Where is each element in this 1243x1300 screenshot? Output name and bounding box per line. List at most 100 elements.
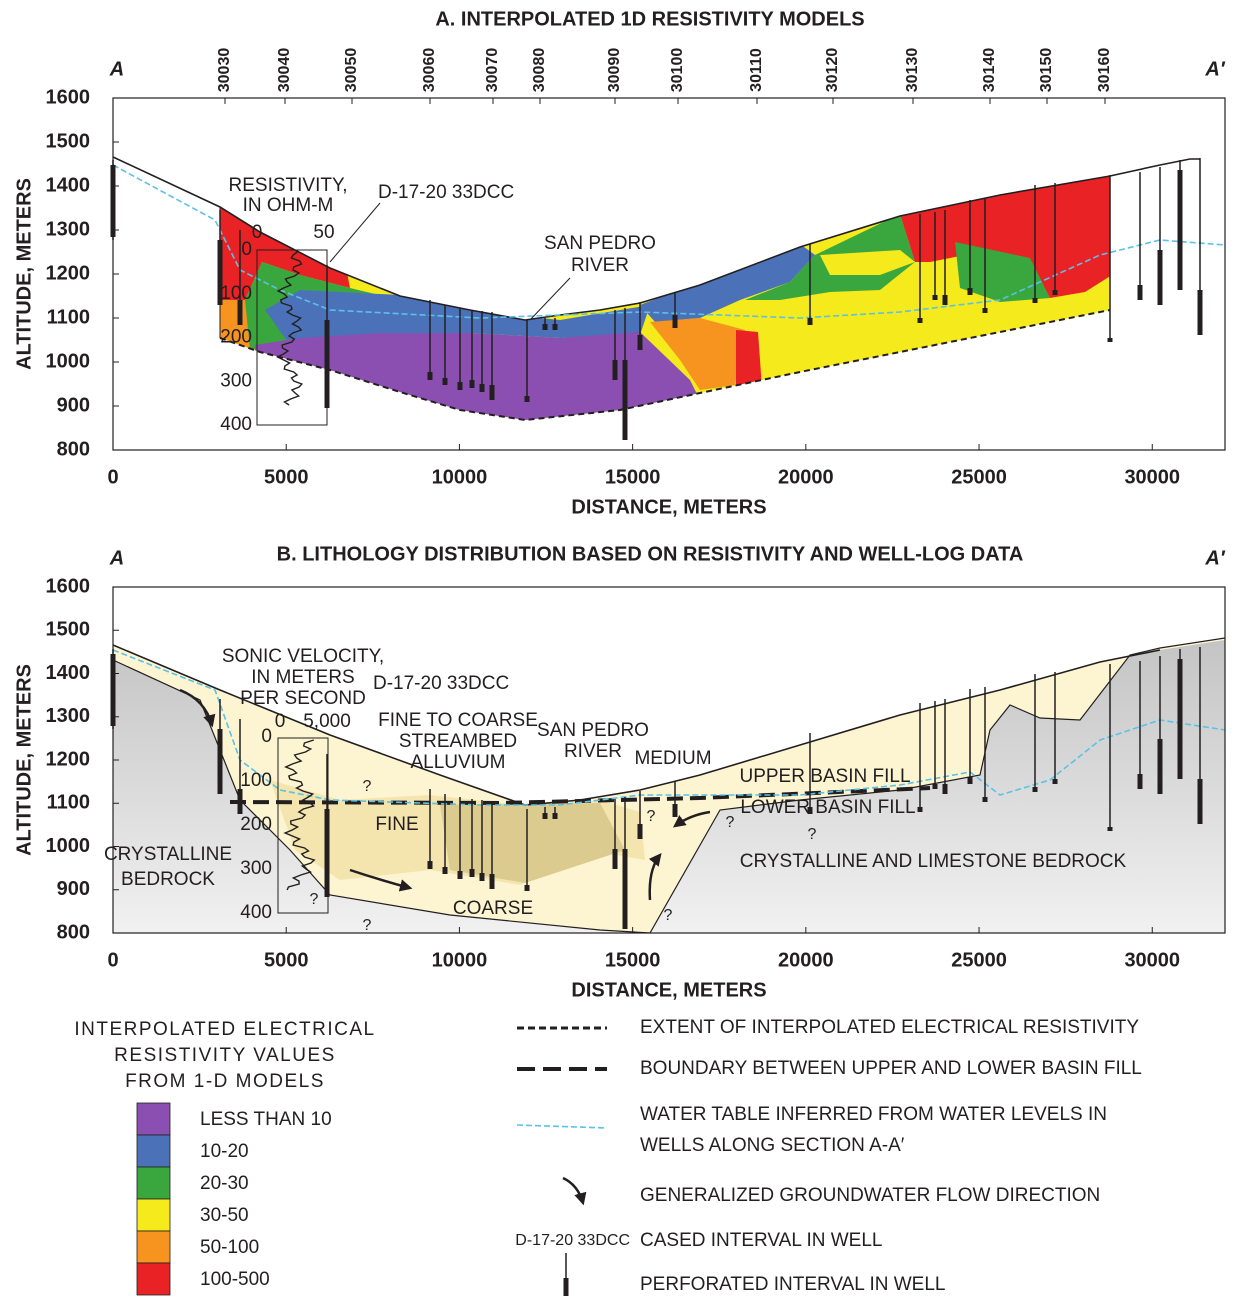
x-axis-label: DISTANCE, METERS [571,496,766,518]
y-tick-label: 1400 [46,174,91,196]
y-tick-label: 1200 [46,748,91,770]
annotation: PER SECOND [240,688,366,709]
y-tick-label: 1300 [46,218,91,240]
y-tick-label: 1200 [46,262,91,284]
legend-swatch [137,1135,170,1167]
station-label: 30110 [748,48,765,92]
flow-arrow [563,1178,583,1203]
y-tick-label: 1500 [46,619,91,641]
question-mark: ? [647,808,656,825]
inset-depth-label: 200 [240,814,272,835]
inset-tick-label: 5,000 [303,711,351,732]
annotation: SONIC VELOCITY, [222,646,384,667]
annotation: COARSE [453,898,533,919]
station-label: 30130 [904,48,921,93]
y-tick-label: 900 [57,394,90,416]
inset-tick-label: 0 [275,711,286,732]
annotation: ALLUVIUM [410,752,505,773]
station-label: 30150 [1038,48,1055,93]
legend-title: INTERPOLATED ELECTRICAL [74,1019,375,1040]
station-label: 30160 [1096,48,1113,93]
y-tick-label: 1000 [46,835,91,857]
x-tick-label: 15000 [605,466,661,488]
x-tick-label: 0 [107,949,118,971]
y-axis-label: ALTITUDE, METERS [13,664,35,856]
x-tick-label: 10000 [432,466,488,488]
x-tick-label: 25000 [951,466,1007,488]
drawing: A. INTERPOLATED 1D RESISTIVITY MODELS 300… [13,8,1226,1296]
inset-depth-label: 100 [220,283,252,304]
annotation: LOWER BASIN FILL [740,797,915,818]
annotation: STREAMBED [399,731,517,752]
annotation: D-17-20 33DCC [373,673,509,694]
legend-symbol [517,1125,607,1128]
question-mark: ? [310,891,319,908]
legend-label: 50-100 [200,1237,259,1258]
legend-label: GENERALIZED GROUNDWATER FLOW DIRECTION [640,1185,1100,1206]
legend-label: 30-50 [200,1205,249,1226]
legend-label: CASED INTERVAL IN WELL [640,1230,883,1251]
panel-title: B. LITHOLOGY DISTRIBUTION BASED ON RESIS… [277,543,1024,565]
annotation: IN METERS [251,667,354,688]
leader [330,203,380,262]
figure: A. INTERPOLATED 1D RESISTIVITY MODELS 300… [0,0,1243,1300]
x-tick-label: 20000 [778,466,834,488]
annotation: RIVER [564,741,622,762]
question-mark: ? [363,778,372,795]
x-axis-label: DISTANCE, METERS [571,979,766,1001]
annotation: FINE TO COARSE [378,710,538,731]
annotation: RESISTIVITY, [229,175,348,196]
y-axis-label: ALTITUDE, METERS [13,178,35,370]
station-label: 30090 [606,48,623,93]
y-tick-label: 900 [57,878,90,900]
legend-swatch [137,1231,170,1263]
annotation: D-17-20 33DCC [378,182,514,203]
legend-label: 20-30 [200,1173,249,1194]
legend-label: 100-500 [200,1269,270,1290]
section-end: A′ [1204,547,1225,569]
annotation: UPPER BASIN FILL [739,766,910,787]
inset-tick-label: 0 [252,222,263,243]
legend-symbol-label: D-17-20 33DCC [515,1232,630,1249]
annotation: CRYSTALLINE [104,844,232,865]
x-tick-label: 5000 [264,949,309,971]
inset-depth-label: 100 [240,770,272,791]
panel-title: A. INTERPOLATED 1D RESISTIVITY MODELS [435,8,864,30]
x-tick-label: 30000 [1124,466,1180,488]
annotation: BEDROCK [121,869,215,890]
y-tick-label: 1100 [47,792,90,814]
question-mark: ? [363,917,372,934]
resistivity-zone [736,330,762,388]
x-tick-label: 0 [107,466,118,488]
legend-swatch [137,1167,170,1199]
y-tick-label: 1400 [46,662,91,684]
annotation: FINE [375,814,418,835]
legend-label: 10-20 [200,1141,249,1162]
x-tick-label: 30000 [1124,949,1180,971]
section-start: A [109,58,124,80]
annotation: CRYSTALLINE AND LIMESTONE BEDROCK [740,851,1127,872]
legend-title: RESISTIVITY VALUES [114,1045,336,1066]
inset-depth-label: 300 [220,370,252,391]
annotation: MEDIUM [634,748,711,769]
legend-label: PERFORATED INTERVAL IN WELL [640,1274,945,1295]
inset-depth-label: 200 [220,327,252,348]
inset-depth-label: 0 [241,239,252,260]
legend-swatch [137,1263,170,1295]
legend-swatch [137,1199,170,1231]
legend-label: EXTENT OF INTERPOLATED ELECTRICAL RESIST… [640,1017,1139,1038]
inset-depth-label: 300 [240,858,272,879]
section-start: A [109,547,124,569]
legend-label: BOUNDARY BETWEEN UPPER AND LOWER BASIN F… [640,1058,1142,1079]
y-tick-label: 1300 [46,705,91,727]
x-tick-label: 25000 [951,949,1007,971]
station-label: 30050 [343,48,360,93]
y-tick-label: 800 [57,921,90,943]
legend-label: WELLS ALONG SECTION A-A′ [640,1135,905,1156]
y-tick-label: 1500 [46,130,91,152]
station-label: 30030 [216,48,233,93]
x-tick-label: 10000 [432,949,488,971]
x-tick-label: 5000 [264,466,309,488]
station-label: 30080 [531,48,548,93]
y-tick-label: 1600 [46,575,91,597]
